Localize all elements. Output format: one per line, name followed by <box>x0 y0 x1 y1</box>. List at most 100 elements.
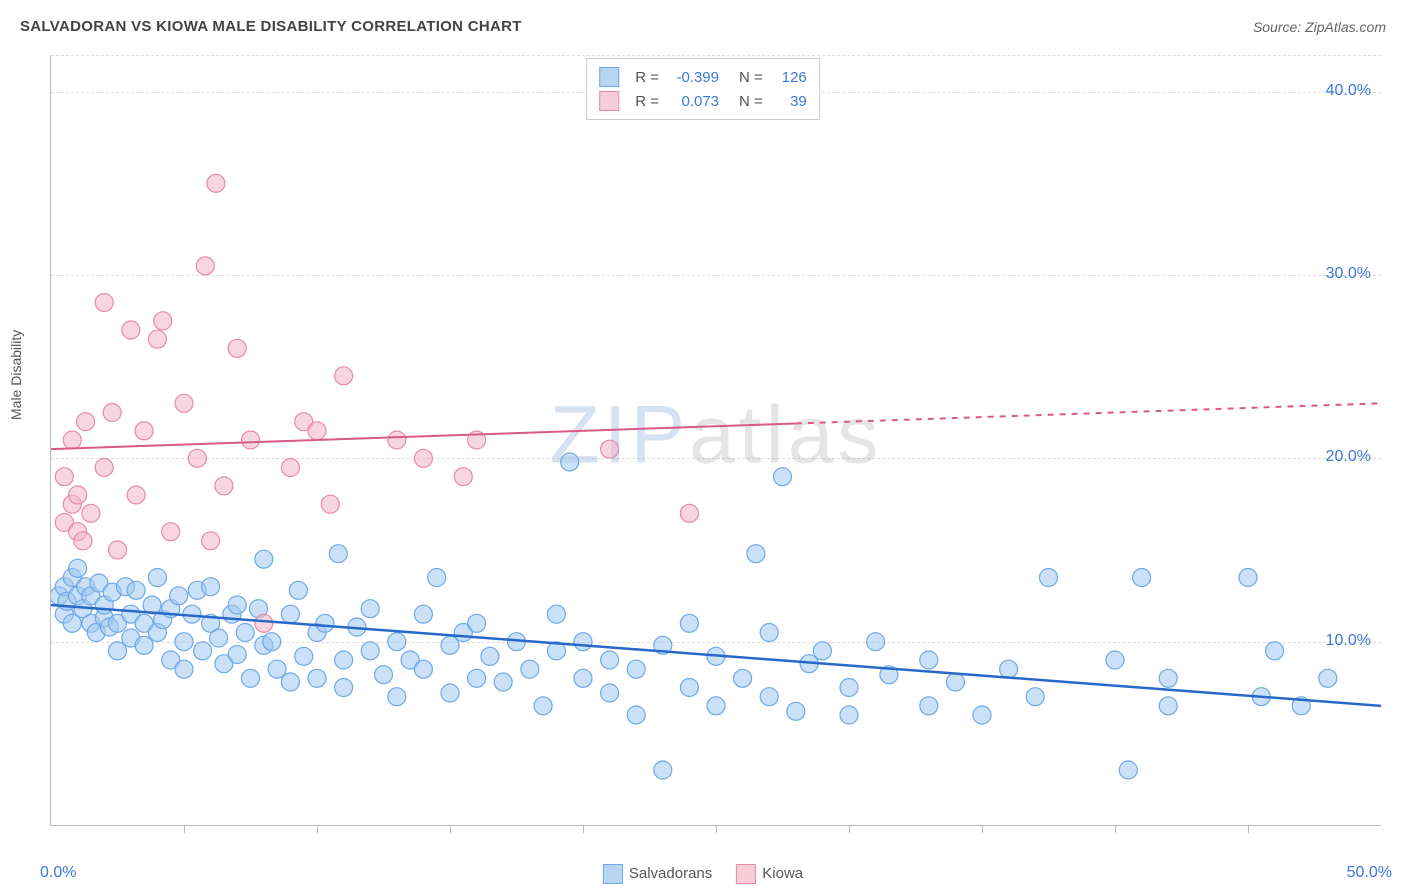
x-axis-label-0: 0.0% <box>40 864 76 882</box>
scatter-point <box>627 660 645 678</box>
scatter-point <box>680 679 698 697</box>
scatter-point <box>1159 669 1177 687</box>
scatter-point <box>601 440 619 458</box>
stat-n-value: 39 <box>773 93 807 110</box>
scatter-point <box>77 413 95 431</box>
scatter-point <box>441 684 459 702</box>
scatter-point <box>813 642 831 660</box>
scatter-point <box>468 669 486 687</box>
scatter-point <box>1159 697 1177 715</box>
scatter-point <box>627 706 645 724</box>
scatter-point <box>122 321 140 339</box>
scatter-point <box>1133 569 1151 587</box>
scatter-point <box>454 468 472 486</box>
scatter-point <box>127 486 145 504</box>
swatch <box>603 864 623 884</box>
scatter-point <box>1040 569 1058 587</box>
legend-label: Kiowa <box>762 865 803 882</box>
scatter-point <box>210 629 228 647</box>
scatter-point <box>601 651 619 669</box>
legend-item: Kiowa <box>736 864 803 884</box>
scatter-point <box>335 651 353 669</box>
scatter-point <box>388 688 406 706</box>
stat-row: R =0.073N =39 <box>599 89 807 113</box>
scatter-point <box>414 660 432 678</box>
x-tick <box>450 825 451 833</box>
scatter-point <box>242 669 260 687</box>
x-tick <box>317 825 318 833</box>
scatter-point <box>388 431 406 449</box>
scatter-point <box>428 569 446 587</box>
scatter-point <box>375 666 393 684</box>
scatter-point <box>1000 660 1018 678</box>
scatter-point <box>1026 688 1044 706</box>
scatter-point <box>148 569 166 587</box>
legend-item: Salvadorans <box>603 864 712 884</box>
scatter-point <box>468 614 486 632</box>
scatter-point <box>170 587 188 605</box>
x-axis-label-50: 50.0% <box>1347 864 1392 882</box>
scatter-point <box>281 673 299 691</box>
scatter-point <box>175 660 193 678</box>
scatter-point <box>747 545 765 563</box>
scatter-point <box>534 697 552 715</box>
trend-line-dashed <box>796 403 1381 423</box>
stat-row: R =-0.399N =126 <box>599 65 807 89</box>
scatter-point <box>521 660 539 678</box>
scatter-point <box>574 669 592 687</box>
scatter-point <box>481 647 499 665</box>
scatter-point <box>242 431 260 449</box>
scatter-point <box>654 761 672 779</box>
scatter-point <box>74 532 92 550</box>
scatter-point <box>734 669 752 687</box>
scatter-point <box>188 449 206 467</box>
scatter-point <box>316 614 334 632</box>
x-tick <box>184 825 185 833</box>
swatch <box>736 864 756 884</box>
scatter-point <box>148 330 166 348</box>
scatter-point <box>414 449 432 467</box>
scatter-point <box>1239 569 1257 587</box>
scatter-point <box>774 468 792 486</box>
scatter-point <box>388 633 406 651</box>
scatter-point <box>202 532 220 550</box>
scatter-point <box>202 578 220 596</box>
scatter-point <box>175 633 193 651</box>
legend-label: Salvadorans <box>629 865 712 882</box>
scatter-point <box>95 459 113 477</box>
stat-r-value: 0.073 <box>669 93 719 110</box>
scatter-point <box>196 257 214 275</box>
scatter-point <box>335 367 353 385</box>
scatter-point <box>281 605 299 623</box>
scatter-point <box>109 541 127 559</box>
scatter-point <box>154 312 172 330</box>
scatter-point <box>335 679 353 697</box>
scatter-point <box>760 688 778 706</box>
x-tick <box>1115 825 1116 833</box>
stat-r-value: -0.399 <box>669 69 719 86</box>
scatter-point <box>707 697 725 715</box>
scatter-point <box>329 545 347 563</box>
scatter-point <box>215 477 233 495</box>
x-tick <box>1248 825 1249 833</box>
plot-area: ZIPatlas 10.0%20.0%30.0%40.0% <box>50 55 1381 826</box>
scatter-point <box>55 468 73 486</box>
trend-line <box>51 605 1381 706</box>
x-tick <box>982 825 983 833</box>
scatter-point <box>135 422 153 440</box>
swatch <box>599 91 619 111</box>
scatter-point <box>236 624 254 642</box>
scatter-point <box>946 673 964 691</box>
scatter-point <box>228 339 246 357</box>
stat-n-label: N = <box>739 69 763 86</box>
scatter-point <box>680 504 698 522</box>
scatter-point <box>308 669 326 687</box>
scatter-point <box>867 633 885 651</box>
x-tick <box>583 825 584 833</box>
stat-n-value: 126 <box>773 69 807 86</box>
scatter-point <box>281 459 299 477</box>
scatter-point <box>194 642 212 660</box>
scatter-point <box>973 706 991 724</box>
x-tick <box>849 825 850 833</box>
scatter-point <box>561 453 579 471</box>
